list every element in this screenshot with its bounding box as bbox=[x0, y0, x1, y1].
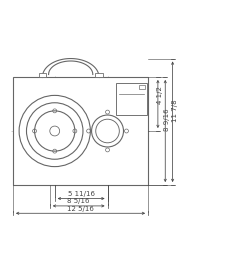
Text: 11 7/8: 11 7/8 bbox=[172, 99, 178, 122]
Text: 5 11/16: 5 11/16 bbox=[68, 191, 95, 197]
Text: 12 5/16: 12 5/16 bbox=[67, 206, 94, 212]
Text: 8 5/16: 8 5/16 bbox=[67, 198, 90, 204]
Bar bbox=[39, 73, 46, 77]
Bar bbox=[140, 85, 145, 89]
Bar bbox=[116, 83, 147, 115]
Bar bbox=[95, 73, 103, 77]
Text: 4 1/2: 4 1/2 bbox=[157, 86, 163, 104]
Bar bbox=[13, 77, 148, 185]
Text: 8 9/16: 8 9/16 bbox=[164, 108, 170, 131]
